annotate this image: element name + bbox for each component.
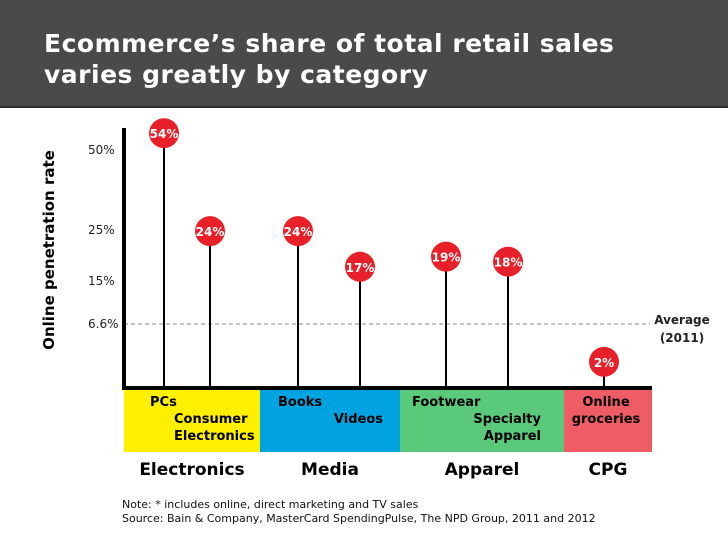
category-label: PCs: [150, 395, 177, 410]
y-tick-label: 25%: [88, 223, 115, 237]
footnotes: Note: * includes online, direct marketin…: [122, 498, 596, 526]
category-band: [124, 390, 260, 452]
value-marker: [589, 346, 619, 377]
category-band: [260, 390, 400, 452]
group-label: CPG: [589, 460, 628, 480]
value-marker: [493, 246, 523, 277]
group-label: Media: [301, 460, 359, 480]
value-marker: [345, 251, 375, 282]
note-text: Note: * includes online, direct marketin…: [122, 498, 419, 511]
y-tick-label: 50%: [88, 143, 115, 157]
value-label: 24%: [284, 225, 313, 239]
group-label: Electronics: [139, 460, 244, 480]
value-label: 19%: [432, 251, 461, 265]
category-label: Online: [582, 395, 629, 410]
category-label: Videos: [334, 412, 383, 427]
value-marker: [195, 216, 225, 247]
source-text: Source: Bain & Company, MasterCard Spend…: [122, 512, 596, 525]
value-label: 24%: [196, 225, 225, 239]
category-label: Books: [278, 395, 322, 410]
category-band: [400, 390, 564, 452]
category-label: groceries: [572, 412, 641, 427]
average-label: Average: [654, 313, 710, 327]
average-year-label: (2011): [660, 331, 704, 345]
category-label: Footwear: [412, 395, 481, 410]
chart-title: Ecommerce’s share of total retail sales …: [44, 28, 704, 90]
y-axis-label: Online penetration rate: [40, 150, 58, 350]
group-label: Apparel: [445, 460, 520, 480]
category-band: [564, 390, 652, 452]
title-line-2: varies greatly by category: [44, 60, 429, 89]
value-label: 54%: [150, 127, 179, 141]
y-tick-label: 6.6%: [88, 317, 119, 331]
category-label: Electronics: [174, 429, 255, 444]
value-label: 2%: [594, 356, 614, 370]
value-marker: [283, 216, 313, 247]
category-label: Specialty: [473, 412, 541, 427]
header-banner: Ecommerce’s share of total retail sales …: [0, 0, 728, 108]
value-marker: [431, 241, 461, 272]
value-label: 17%: [346, 261, 375, 275]
category-label: Apparel: [484, 429, 541, 444]
value-marker: [149, 118, 179, 149]
title-line-1: Ecommerce’s share of total retail sales: [44, 29, 615, 58]
category-label: Consumer: [174, 412, 248, 427]
y-tick-label: 15%: [88, 274, 115, 288]
value-label: 18%: [494, 256, 523, 270]
